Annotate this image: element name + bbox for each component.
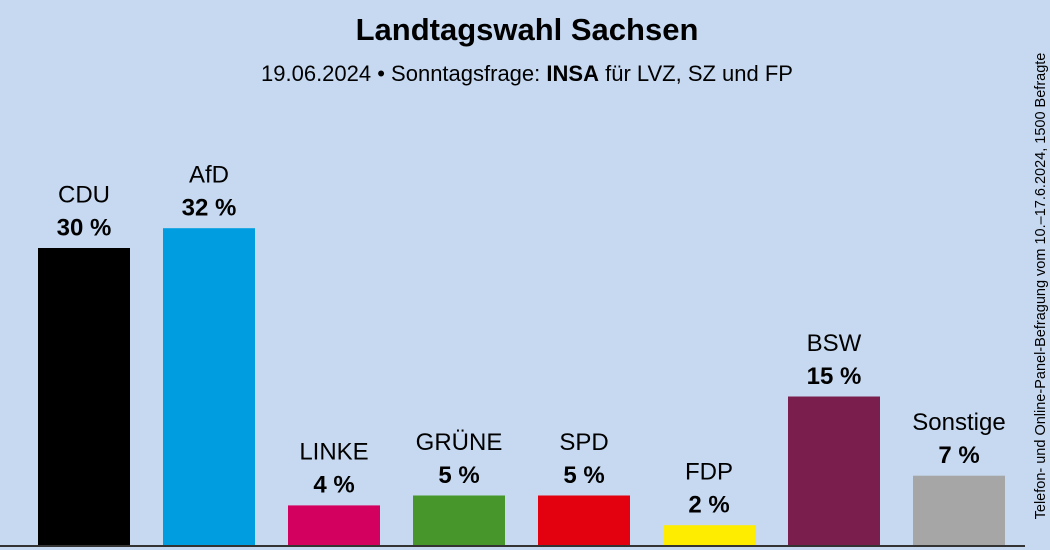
bar xyxy=(913,475,1005,545)
chart-subtitle: 19.06.2024 • Sonntagsfrage: INSA für LVZ… xyxy=(261,61,793,86)
bar xyxy=(163,228,255,545)
category-label: LINKE xyxy=(299,439,368,466)
value-label: 4 % xyxy=(313,472,354,499)
category-label: CDU xyxy=(58,181,110,208)
value-label: 32 % xyxy=(182,195,237,222)
bar xyxy=(288,505,380,545)
bar xyxy=(38,248,130,545)
value-label: 30 % xyxy=(57,214,112,241)
category-label: Sonstige xyxy=(912,409,1005,436)
category-label: FDP xyxy=(685,459,733,486)
value-label: 15 % xyxy=(807,363,862,390)
category-label: SPD xyxy=(559,429,608,456)
value-label: 5 % xyxy=(563,462,604,489)
subtitle-part: 19.06.2024 • Sonntagsfrage: xyxy=(261,61,540,86)
chart-title: Landtagswahl Sachsen xyxy=(356,12,699,47)
bar xyxy=(413,495,505,545)
category-label: BSW xyxy=(807,330,862,357)
bar xyxy=(538,495,630,545)
value-label: 2 % xyxy=(688,492,729,519)
subtitle-part: für LVZ, SZ und FP xyxy=(605,61,793,86)
bar xyxy=(788,396,880,545)
value-label: 7 % xyxy=(938,442,979,469)
category-label: AfD xyxy=(189,162,229,189)
side-note: Telefon- und Online-Panel-Befragung vom … xyxy=(1033,53,1049,520)
category-label: GRÜNE xyxy=(416,429,503,456)
value-label: 5 % xyxy=(438,462,479,489)
bar xyxy=(663,525,755,545)
subtitle-source: INSA xyxy=(546,61,599,86)
